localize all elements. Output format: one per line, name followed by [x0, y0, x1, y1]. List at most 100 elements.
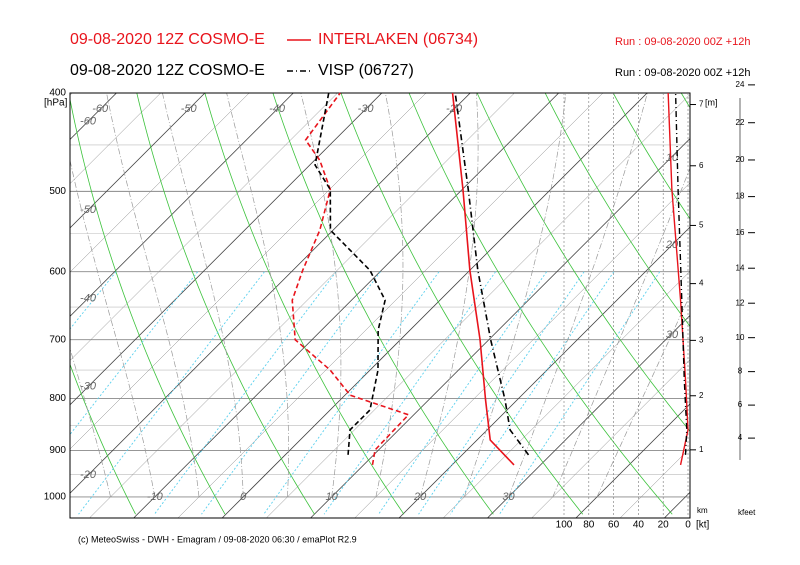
y-tick-label: 500: [49, 186, 66, 197]
mixing-ratio-line: [154, 271, 337, 515]
isotherm-label: -50: [80, 204, 97, 216]
isotherm: [619, 447, 690, 518]
wind-tick-label: 80: [583, 520, 595, 531]
mixing-ratio-line: [201, 271, 381, 515]
mixing-ratio-line: [323, 271, 496, 515]
isotherm: [70, 93, 471, 494]
isotherm: [70, 93, 161, 185]
moist-adiabat: [419, 93, 479, 498]
wind_speed-line: [667, 92, 689, 466]
isotherm: [70, 93, 383, 406]
mixing-ratio-line: [70, 271, 199, 436]
wind-tick-label: 40: [633, 520, 645, 531]
isotherm: [70, 93, 427, 450]
km-tick-label: 2: [699, 391, 704, 400]
moist-adiabat: [552, 167, 690, 498]
y-tick-label: 800: [49, 393, 66, 404]
kfeet-tick-label: 8: [738, 367, 743, 376]
x-tick-label: 10: [326, 491, 339, 503]
kfeet-tick-label: 12: [736, 298, 745, 307]
y-tick-label: 1000: [44, 492, 67, 503]
dry-adiabat: [749, 93, 800, 514]
kfeet-tick-label: 18: [736, 192, 745, 201]
dry-adiabat: [340, 93, 584, 515]
dry-adiabat: [612, 93, 690, 220]
x-tick-label: 20: [413, 491, 427, 503]
dry-adiabat: [204, 93, 405, 515]
isotherm-label: -20: [80, 469, 97, 481]
kfeet-tick-label: 10: [736, 333, 745, 342]
isotherm-label: -30: [358, 103, 375, 115]
dry-adiabat: [136, 93, 315, 515]
mixing-ratio-line: [78, 271, 265, 515]
isotherm: [89, 93, 515, 518]
mixing-ratio-line: [70, 271, 117, 330]
kfeet-tick-label: 16: [736, 228, 745, 237]
model-label: 09-08-2020 12Z COSMO-E: [70, 62, 265, 79]
isotherm-label: -40: [80, 292, 97, 304]
isotherm: [531, 359, 690, 518]
y-axis-label: [hPa]: [44, 98, 68, 109]
legend-label: INTERLAKEN (06734): [318, 31, 478, 48]
isotherm-label: -60: [80, 115, 97, 127]
isotherm: [70, 93, 250, 273]
dry-adiabat: [0, 93, 46, 514]
dry-adiabat: [70, 97, 226, 515]
dry-adiabat: [476, 93, 690, 432]
footer: (c) MeteoSwiss - DWH - Emagram / 09-08-2…: [78, 534, 357, 544]
dry-adiabat: [272, 93, 494, 515]
kfeet-tick-label: 20: [736, 155, 745, 164]
right-label: 30: [666, 329, 679, 341]
isotherm-label: -50: [181, 103, 198, 115]
x-tick-label: -10: [147, 491, 164, 503]
wind-tick-label: 0: [685, 520, 691, 531]
moist-adiabat: [0, 93, 66, 497]
kfeet-tick-label: 4: [738, 433, 743, 442]
kfeet-tick-label: 22: [736, 118, 745, 127]
moist-adiabat: [70, 158, 156, 497]
moist-adiabat: [226, 93, 289, 497]
isotherm: [177, 93, 604, 518]
km-tick-label: 7: [699, 100, 704, 109]
kfeet-tick-label: 14: [736, 263, 745, 272]
moist-adiabat: [162, 93, 244, 497]
legend-label: VISP (06727): [318, 62, 414, 79]
wind-tick-label: 60: [608, 520, 620, 531]
km-tick-label: 6: [699, 161, 704, 170]
isotherm: [70, 93, 294, 317]
mixing-ratio-line: [450, 271, 615, 515]
dewpoint-line: [314, 92, 386, 455]
moist-adiabat: [300, 93, 342, 497]
isotherm: [664, 491, 690, 518]
mixing-ratio-line: [418, 271, 585, 515]
wind-unit: [kt]: [696, 520, 710, 531]
km-tick-label: 1: [699, 445, 704, 454]
moist-adiabat: [375, 93, 404, 497]
mixing-ratio-line: [378, 271, 548, 515]
isotherm-label: -60: [92, 103, 109, 115]
temperature-line: [454, 92, 530, 456]
x-tick-label: 30: [502, 491, 515, 503]
moist-adiabat: [463, 93, 567, 498]
isotherm: [70, 93, 338, 361]
km-tick-label: 5: [699, 221, 704, 230]
mixing-ratio-line: [499, 271, 661, 515]
y-tick-label: 900: [49, 445, 66, 456]
kfeet-tick-label: 24: [736, 80, 745, 89]
isotherm-label: -40: [269, 103, 286, 115]
isotherm: [398, 226, 690, 518]
moist-adiabat: [106, 93, 200, 497]
isotherm: [487, 314, 690, 518]
y-tick-label: 700: [49, 334, 66, 345]
wind-tick-label: 20: [658, 520, 670, 531]
dry-adiabat: [544, 93, 690, 328]
kfeet-tick-label: 6: [738, 400, 743, 409]
x-tick-label: 0: [240, 491, 247, 503]
right-label: 10: [666, 152, 679, 164]
plot-frame: [69, 92, 691, 519]
isotherm: [266, 93, 690, 518]
moist-adiabat: [508, 93, 648, 498]
mixing-ratio-line: [263, 271, 440, 515]
dry-adiabat: [408, 93, 673, 515]
